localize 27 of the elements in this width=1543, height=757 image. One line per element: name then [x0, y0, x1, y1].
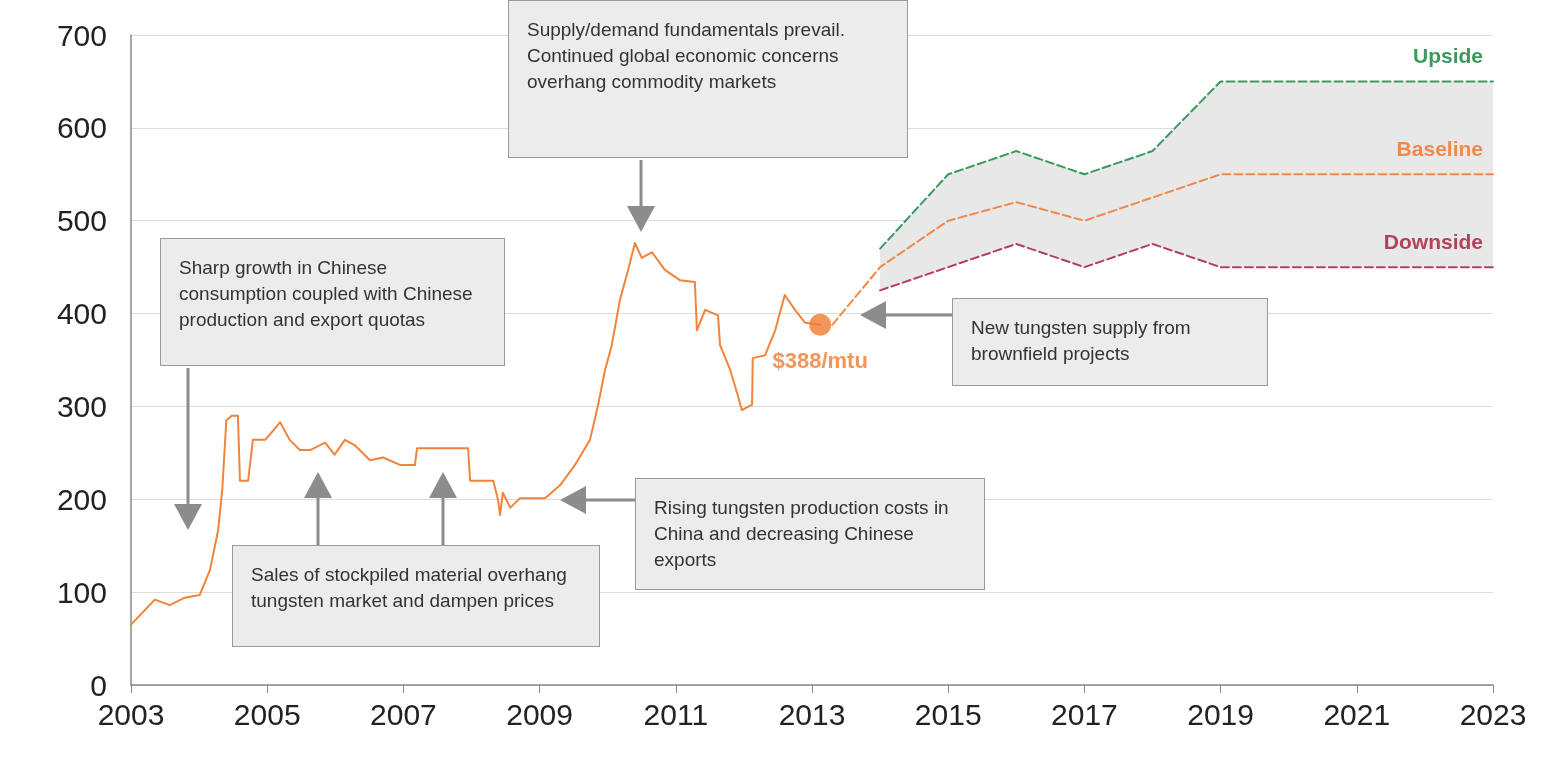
- x-tick-label: 2023: [1459, 697, 1527, 731]
- x-tick-label: 2009: [506, 697, 573, 731]
- x-tick-label: 2007: [370, 697, 437, 731]
- y-tick-label: 700: [56, 18, 107, 52]
- line-series: [879, 80, 1494, 250]
- x-tick-label: 2015: [914, 697, 982, 731]
- callout-box: Rising tungsten production costs in China and decreasing Chinese exports: [635, 478, 985, 590]
- data-label: $388/mtu: [772, 348, 868, 374]
- callout-box: Sales of stockpiled material overhang tungsten market and dampen prices: [232, 545, 600, 647]
- y-tick-label: 500: [56, 204, 107, 238]
- y-tick-label: 300: [56, 389, 107, 423]
- series-label: Upside: [1412, 44, 1483, 68]
- series-label: Downside: [1383, 230, 1483, 254]
- x-tick-label: 2019: [1187, 697, 1254, 731]
- callout-box: New tungsten supply from brownfield projects: [952, 298, 1268, 386]
- x-tick-label: 2005: [233, 697, 301, 731]
- callout-box: Supply/demand fundamentals prevail. Continued global economic concerns overhang commodity markets: [508, 0, 908, 158]
- y-tick-label: 400: [56, 297, 107, 331]
- series-label: Baseline: [1396, 137, 1483, 161]
- x-tick-label: 2011: [643, 697, 709, 731]
- y-tick-label: 100: [56, 575, 107, 609]
- x-tick-label: 2013: [778, 697, 846, 731]
- x-tick-label: 2017: [1051, 697, 1118, 731]
- y-tick-label: 200: [56, 482, 107, 516]
- y-tick-label: 600: [56, 111, 107, 145]
- x-tick-label: 2021: [1323, 697, 1391, 731]
- callout-box: Sharp growth in Chinese consumption coupled with Chinese production and export quotas: [160, 238, 505, 366]
